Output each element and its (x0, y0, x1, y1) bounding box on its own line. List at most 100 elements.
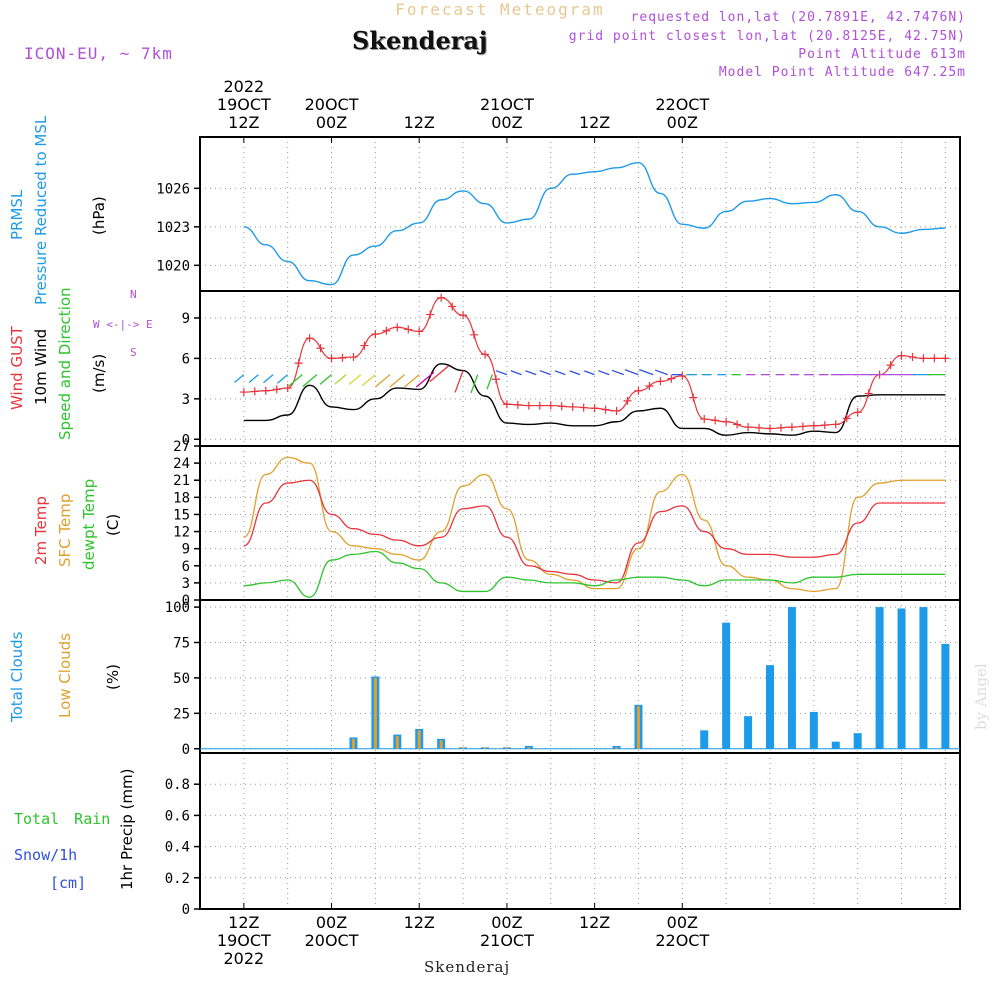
wind-arrow (510, 370, 522, 376)
total-cloud-bar (700, 730, 709, 749)
precip-label-cm: [cm] (50, 874, 87, 892)
gust-marker (371, 330, 380, 339)
y-tick-label: 9 (182, 311, 190, 327)
time-label-top: 00Z (316, 113, 347, 132)
gust-marker (448, 302, 457, 311)
gust-marker (557, 402, 566, 411)
wind-arrow (454, 370, 464, 393)
gust-marker (470, 330, 479, 339)
gust-marker (831, 420, 840, 429)
panel-frame (199, 752, 961, 910)
time-label-top: 12Z (579, 113, 610, 132)
gust-marker (393, 323, 402, 332)
gust-marker (272, 385, 281, 394)
gust-marker (612, 406, 621, 415)
wind-arrow (277, 374, 289, 384)
wind-arrow (302, 374, 318, 387)
y-tick-label: 50 (173, 671, 190, 687)
gust-marker (766, 424, 774, 433)
time-label-top: 12Z (404, 113, 435, 132)
gust-marker (700, 415, 709, 424)
time-label-top: 2022 (223, 77, 264, 96)
total-cloud-bar (919, 607, 928, 749)
low-cloud-bar (527, 747, 531, 749)
gust-marker (437, 293, 446, 302)
gust-marker (524, 401, 533, 410)
gust-marker (261, 386, 270, 395)
y-tick-label: 1023 (156, 220, 190, 236)
y-tick-label: 75 (173, 636, 190, 652)
time-label-top: 00Z (667, 113, 698, 132)
dewpt-line (243, 550, 946, 598)
gust-marker (787, 423, 796, 432)
gust-marker (645, 382, 654, 391)
low-cloud-bar (373, 677, 377, 749)
gust-marker (930, 354, 939, 363)
y-tick-label: 100 (165, 600, 190, 616)
time-label-top: 20OCT (305, 95, 359, 114)
low-cloud-bar (483, 747, 487, 749)
gust-marker (919, 354, 928, 363)
wind-arrow (375, 374, 391, 388)
gust-marker (426, 310, 435, 319)
time-label-bottom: 22OCT (655, 931, 709, 950)
gust-marker (656, 377, 665, 386)
low-cloud-bar (395, 736, 399, 749)
gridpoint-coords: grid point closest lon,lat (20.8125E, 42… (568, 29, 966, 44)
low-cloud-bar (417, 730, 421, 749)
gust-marker (349, 353, 358, 362)
y-tick-label: 0 (182, 432, 190, 448)
model-label: ICON-EU, ~ 7km (24, 44, 173, 63)
y-tick-label: 15 (173, 507, 190, 523)
y-tick-label: 1020 (156, 258, 190, 274)
wind-arrow (404, 374, 420, 388)
point-altitude: Point Altitude 613m (798, 47, 966, 62)
gust-marker (634, 386, 643, 395)
low-cloud-bar (351, 738, 355, 749)
gust-marker (820, 421, 829, 430)
wind-arrow (539, 370, 551, 376)
wind-arrow (429, 365, 449, 383)
y-tick-label: 0.8 (165, 777, 190, 793)
total-cloud-bar (897, 608, 906, 749)
precip-label-snow: Snow/1h (14, 846, 78, 864)
gust-marker (601, 405, 610, 414)
location-title: Skenderaj (352, 26, 488, 55)
wind-arrow (415, 371, 435, 388)
time-label-bottom: 12Z (579, 913, 610, 932)
wind-arrow (611, 369, 625, 376)
time-label-bottom: 12Z (228, 913, 259, 932)
gust-marker (239, 388, 248, 397)
wind-arrow (361, 374, 376, 387)
time-label-bottom: 00Z (316, 913, 347, 932)
y-tick-label: 0 (182, 902, 190, 918)
time-label-top: 19OCT (217, 95, 271, 114)
gust-marker (382, 326, 391, 335)
time-label-top: 21OCT (480, 95, 534, 114)
prmsl-line (243, 161, 946, 286)
wind-arrow (654, 369, 668, 376)
gust-marker (327, 354, 336, 363)
panel-frame (199, 290, 961, 447)
time-label-bottom: 19OCT (217, 931, 271, 950)
wind-arrow (263, 374, 274, 384)
total-cloud-bar (809, 711, 818, 749)
wind-arrow (470, 374, 479, 394)
gust-marker (546, 401, 555, 410)
gust-marker (722, 417, 731, 426)
total-cloud-bar (766, 665, 774, 749)
time-label-top: 22OCT (655, 95, 709, 114)
gust-marker (579, 403, 588, 412)
y-tick-label: 21 (173, 473, 190, 489)
footer-location: Skenderaj (424, 958, 511, 976)
gust-marker (667, 374, 676, 383)
time-label-top: 12Z (228, 113, 259, 132)
gust-marker (491, 375, 500, 384)
low-cloud-bar (461, 747, 465, 749)
gust-marker (568, 402, 577, 411)
y-tick-label: 12 (173, 525, 190, 541)
wind-arrow (598, 370, 610, 376)
panel-frame (199, 599, 961, 754)
gust-marker (733, 420, 742, 429)
